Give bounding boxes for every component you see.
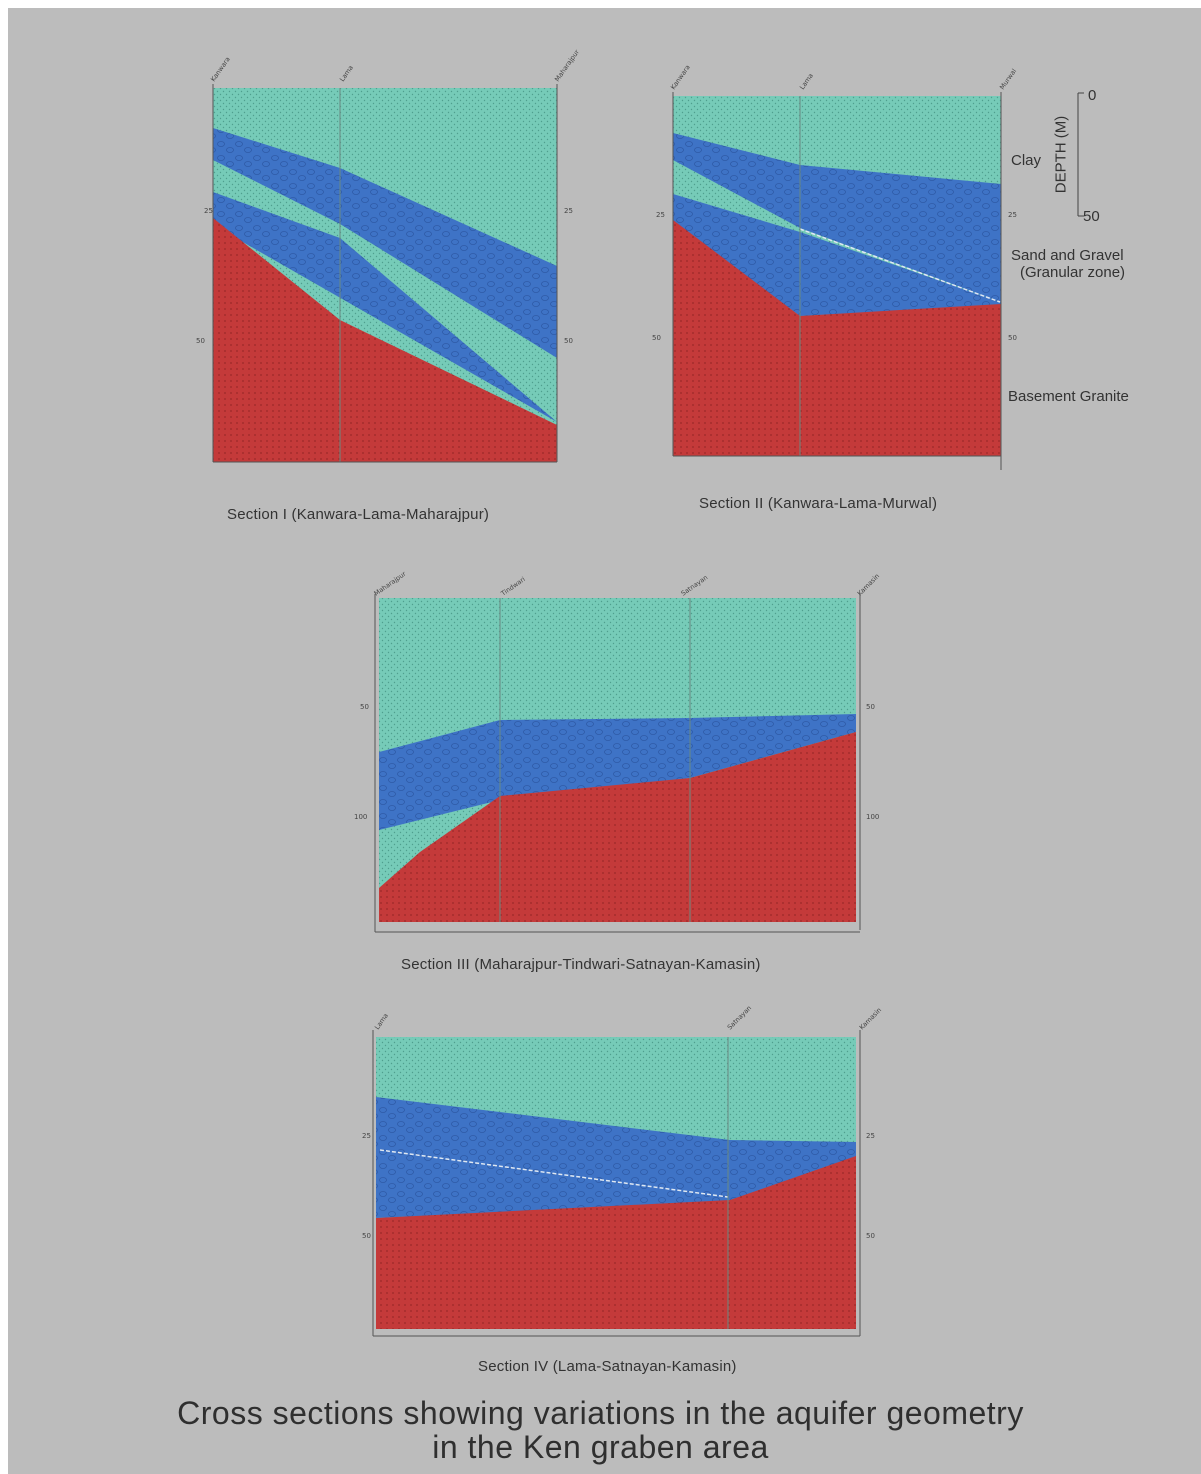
figure-title-line1: Cross sections showing variations in the… — [177, 1395, 1024, 1431]
section-1-caption: Section I (Kanwara-Lama-Maharajpur) — [227, 506, 490, 523]
section-3-caption: Section III (Maharajpur-Tindwari-Satnaya… — [401, 956, 761, 973]
tick-labels: 25 50 25 50 — [196, 207, 573, 345]
section-2-caption: Section II (Kanwara-Lama-Murwal) — [699, 495, 938, 512]
tick-labels: 50 100 50 100 — [354, 703, 879, 821]
basement-granite-layer — [213, 218, 557, 462]
svg-text:50: 50 — [866, 1232, 875, 1240]
depth-axis-title: DEPTH (M) — [1052, 115, 1070, 194]
svg-text:25: 25 — [204, 207, 213, 215]
depth-scale-bottom: 50 — [1083, 208, 1100, 225]
tick-labels: 25 50 25 50 — [652, 211, 1017, 342]
svg-text:25: 25 — [564, 207, 573, 215]
legend-sand-gravel-line1: Sand and Gravel — [1011, 247, 1124, 264]
svg-text:50: 50 — [1008, 334, 1017, 342]
svg-text:50: 50 — [362, 1232, 371, 1240]
sand-gravel-layer — [379, 714, 856, 830]
legend-clay: Clay — [1011, 152, 1042, 169]
section-3-diagram: Maharajpur Tindwari Satnayan Kamasin 50 … — [354, 570, 881, 933]
svg-text:100: 100 — [354, 813, 367, 821]
svg-text:Kamasin: Kamasin — [858, 1006, 883, 1031]
legend-basement-granite: Basement Granite — [1008, 388, 1129, 405]
tick-labels: 25 50 25 50 — [362, 1132, 875, 1240]
svg-text:50: 50 — [866, 703, 875, 711]
svg-text:50: 50 — [564, 337, 573, 345]
sand-gravel-layer — [376, 1097, 856, 1218]
sand-gravel-layer — [673, 194, 1001, 316]
svg-text:25: 25 — [362, 1132, 371, 1140]
section-4-caption: Section IV (Lama-Satnayan-Kamasin) — [478, 1358, 737, 1375]
svg-text:Lama: Lama — [373, 1012, 390, 1031]
svg-text:25: 25 — [656, 211, 665, 219]
section-1-diagram: Kanwara Lama Maharajpur 25 50 25 50 — [196, 48, 581, 463]
svg-text:25: 25 — [1008, 211, 1017, 219]
fracture-line — [799, 228, 1001, 303]
basement-granite-layer — [673, 220, 1001, 456]
svg-text:50: 50 — [652, 334, 661, 342]
depth-scale-top: 0 — [1088, 87, 1097, 104]
sand-gravel-layer — [213, 128, 557, 358]
figure-title-line2: in the Ken graben area — [432, 1429, 769, 1465]
section-2-diagram: Kanwara Lama Murwal 25 50 25 50 — [652, 63, 1018, 470]
sand-gravel-layer — [213, 192, 557, 422]
sand-gravel-layer — [673, 133, 1001, 302]
section-4-diagram: Lama Satnayan Kamasin 25 50 25 50 — [362, 1004, 883, 1337]
legend-sand-gravel-line2: (Granular zone) — [1020, 264, 1126, 281]
fracture-line — [379, 1149, 729, 1198]
depth-scale — [1077, 92, 1084, 217]
basement-granite-layer — [379, 732, 856, 922]
svg-text:100: 100 — [866, 813, 879, 821]
svg-text:50: 50 — [360, 703, 369, 711]
svg-text:25: 25 — [866, 1132, 875, 1140]
basement-granite-layer — [376, 1156, 856, 1329]
svg-text:50: 50 — [196, 337, 205, 345]
